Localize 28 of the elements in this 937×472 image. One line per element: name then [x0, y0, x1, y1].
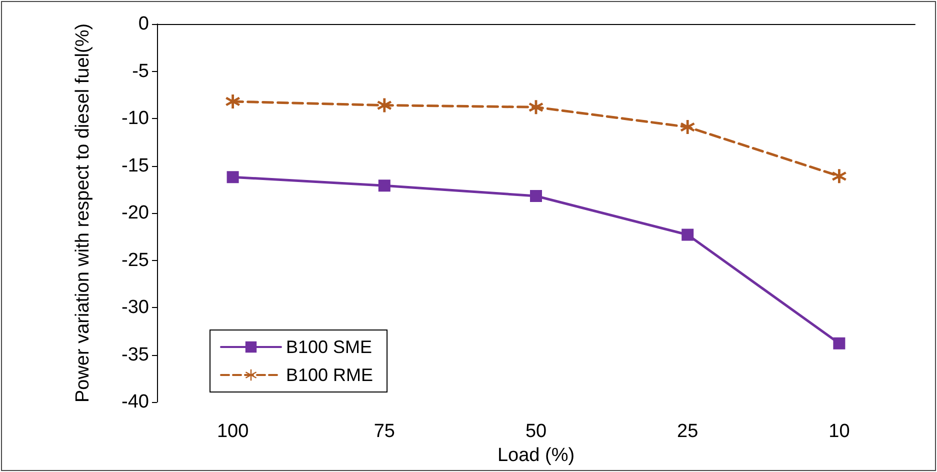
y-tick-label: -20 — [122, 202, 149, 224]
point — [226, 94, 240, 108]
point — [832, 169, 846, 184]
y-tick-label: -15 — [122, 155, 149, 176]
point — [833, 337, 846, 350]
x-tick-label: 10 — [828, 421, 850, 442]
x-axis-title: Load (%) — [497, 444, 575, 466]
point — [529, 100, 543, 114]
x-tick-label: 50 — [525, 421, 547, 442]
y-tick-label: -30 — [122, 297, 149, 318]
x-tick-label: 25 — [677, 421, 698, 442]
point — [378, 180, 390, 192]
y-tick-label: -35 — [122, 344, 149, 366]
x-tick-label: 100 — [216, 421, 249, 442]
y-tick-label: -10 — [122, 108, 149, 129]
y-axis-title: Power variation with respect to diesel fuel(%) — [72, 23, 94, 403]
y-tick-label: -25 — [122, 250, 149, 271]
point — [226, 171, 239, 184]
y-tick-label: -5 — [132, 60, 149, 82]
point — [530, 190, 542, 202]
legend-label: B100 RME — [286, 365, 374, 385]
point — [377, 98, 392, 112]
x-tick-label: 75 — [374, 421, 395, 442]
point — [680, 120, 695, 134]
legend-label: B100 SME — [286, 337, 372, 357]
y-tick-label: 0 — [138, 14, 149, 34]
point — [682, 228, 694, 241]
y-tick-label: -40 — [122, 392, 149, 412]
